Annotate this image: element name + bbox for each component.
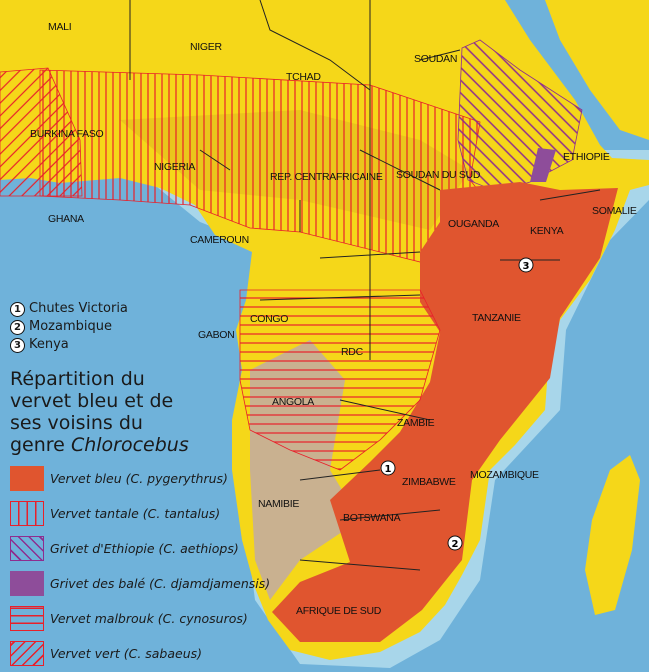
label-mali: MALI (48, 21, 71, 33)
label-namibie: NAMIBIE (258, 498, 299, 510)
range-cynosuros (239, 289, 441, 471)
label-burkina-faso: BURKINA FASO (30, 128, 104, 140)
label-botswana: BOTSWANA (343, 512, 401, 524)
label-tchad: TCHAD (286, 71, 321, 83)
label-ghana: GHANA (48, 213, 84, 225)
legend: 1 Chutes Victoria 2 Mozambique 3 Kenya Répa… (10, 300, 270, 666)
label-zimbabwe: ZIMBABWE (402, 476, 456, 488)
marker-key-1: 1 Chutes Victoria (10, 300, 270, 318)
svg-text:2: 2 (452, 539, 459, 550)
label-ouganda: OUGANDA (448, 218, 499, 230)
label-ethiopie: ETHIOPIE (563, 151, 610, 163)
label-soudan: SOUDAN (414, 53, 457, 65)
marker-key-2: 2 Mozambique (10, 318, 270, 336)
label-tanzanie: TANZANIE (472, 312, 521, 324)
marker-key-3: 3 Kenya (10, 336, 270, 354)
label-nigeria: NIGERIA (154, 161, 195, 173)
label-niger: NIGER (190, 41, 222, 53)
range-sabaeus (0, 67, 83, 197)
country-labels: MALI NIGER TCHAD SOUDAN BURKINA FASO NIG… (30, 21, 637, 617)
svg-text:3: 3 (523, 261, 530, 272)
label-kenya: KENYA (530, 225, 564, 237)
label-afrique-du-sud: AFRIQUE DE SUD (296, 605, 382, 617)
legend-item-sabaeus: Vervet vert (C. sabaeus) (10, 641, 270, 666)
range-pygerythrus (272, 182, 618, 642)
legend-item-cynosuros: Vervet malbrouk (C. cynosuros) (10, 606, 270, 631)
label-congo: CONGO (250, 313, 288, 325)
legend-item-aethiops: Grivet d'Ethiopie (C. aethiops) (10, 536, 270, 561)
land-arabia (545, 0, 649, 140)
madagascar (585, 455, 640, 615)
legend-item-pygerythrus: Vervet bleu (C. pygerythrus) (10, 466, 270, 491)
legend-item-djamdjamensis: Grivet des balé (C. djamdjamensis) (10, 571, 270, 596)
legend-item-tantalus: Vervet tantale (C. tantalus) (10, 501, 270, 526)
label-somalie: SOMALIE (592, 205, 637, 217)
label-cameroun: CAMEROUN (190, 234, 249, 246)
label-angola: ANGOLA (272, 396, 314, 408)
range-djamdjamensis (530, 148, 556, 182)
label-soudan-du-sud: SOUDAN DU SUD (396, 169, 481, 181)
legend-title: Répartition du vervet bleu et de ses voi… (10, 368, 189, 456)
label-zambie: ZAMBIE (397, 417, 435, 429)
label-rdc: RDC (341, 346, 364, 358)
label-mozambique: MOZAMBIQUE (470, 469, 539, 481)
map-marker-3: 3 (518, 257, 534, 273)
country-borders (129, 0, 601, 571)
svg-text:1: 1 (385, 464, 392, 475)
label-rca: REP. CENTRAFRICAINE (270, 171, 383, 183)
map-marker-1: 1 (380, 460, 396, 476)
map-marker-2: 2 (447, 535, 463, 551)
label-gabon: GABON (198, 329, 234, 341)
